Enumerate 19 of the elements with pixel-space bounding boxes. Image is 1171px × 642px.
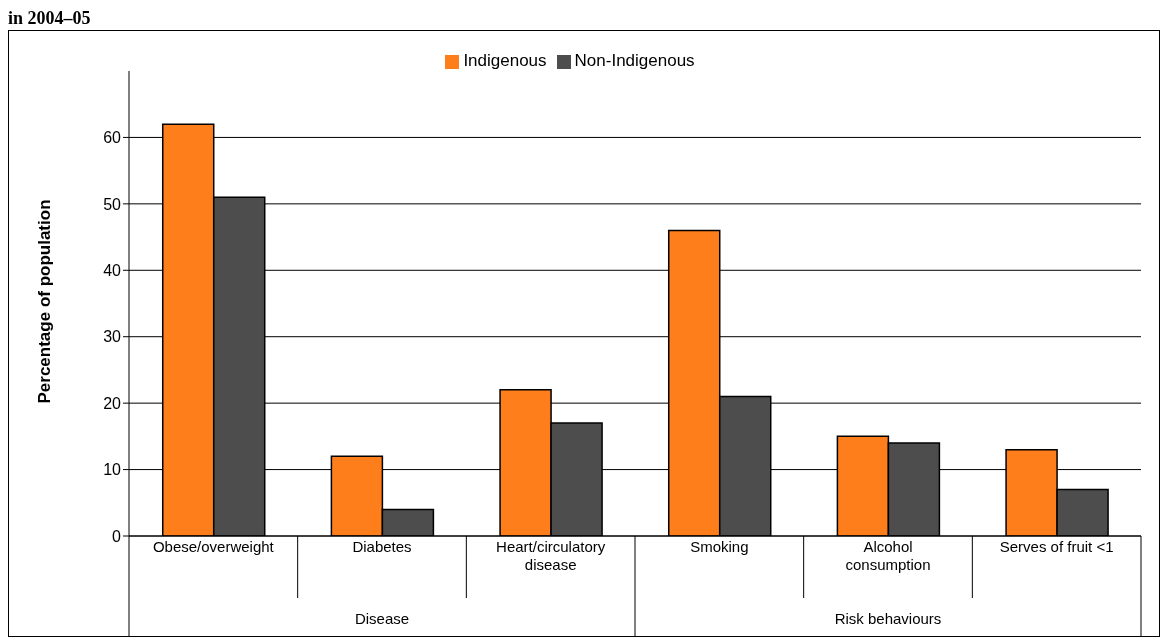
x-tick-label: Heart/circulatory disease	[496, 538, 606, 573]
y-tick-label: 50	[103, 195, 122, 213]
y-tick-label: 0	[112, 527, 122, 545]
chart-title: in 2004–05	[8, 8, 92, 30]
y-tick-label: 40	[103, 261, 122, 279]
y-tick-label: 60	[103, 129, 122, 147]
legend-label: Non-Indigenous	[574, 51, 695, 70]
text: Risk behaviours	[833, 610, 943, 627]
y-tick-label: 30	[103, 328, 122, 346]
y-axis-title: Percentage of population	[35, 199, 55, 404]
x-tick-label: Serves of fruit <1	[999, 538, 1114, 555]
x-tick-label: Alcohol consumption	[845, 538, 931, 573]
y-tick-label: 20	[103, 394, 122, 412]
x-tick-label: Diabetes	[352, 538, 412, 555]
text: Disease	[353, 610, 411, 627]
y-tick-label: 10	[103, 461, 122, 479]
x-tick-label: Obese/overweight	[152, 538, 275, 555]
x-tick-label: Smoking	[690, 538, 749, 555]
legend-label: Indigenous	[463, 51, 547, 70]
